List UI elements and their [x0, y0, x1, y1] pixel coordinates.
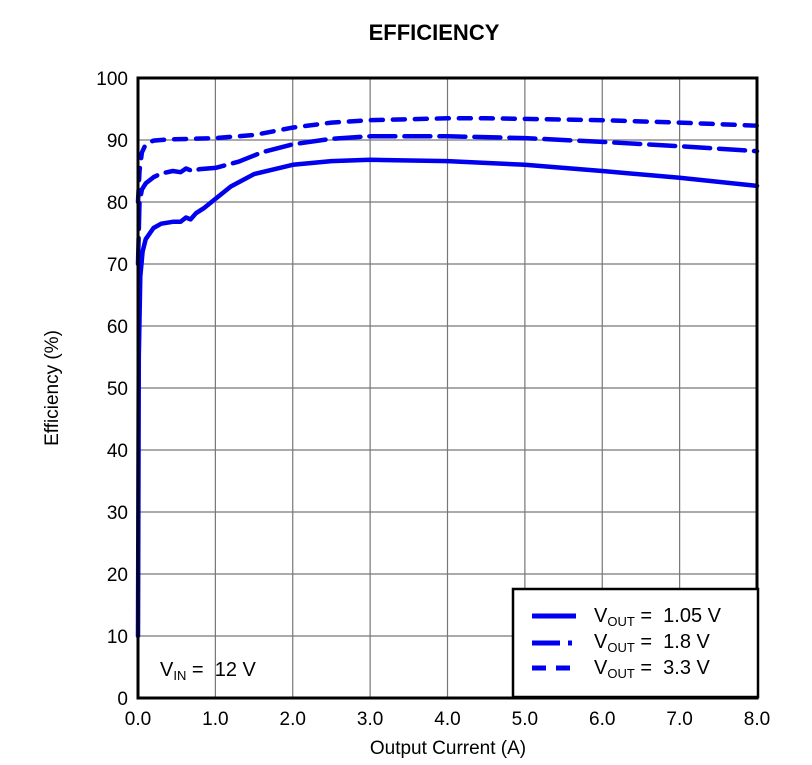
y-tick-label: 0: [117, 689, 128, 710]
legend-label-sub: OUT: [607, 614, 635, 629]
legend-label-sub: OUT: [607, 666, 635, 681]
x-tick-label: 5.0: [512, 709, 538, 730]
legend-label-main: V: [594, 605, 608, 627]
legend-label-rest: = 1.05 V: [635, 605, 722, 627]
legend-item-1.8v: VOUT = 1.8 V: [532, 631, 711, 655]
y-tick-label: 60: [107, 317, 128, 338]
x-tick-label: 6.0: [589, 709, 615, 730]
svg-text:VOUT = 1.8 V: VOUT = 1.8 V: [594, 631, 711, 655]
y-tick-label: 40: [107, 441, 128, 462]
tick-labels: 0.0 1.0 2.0 3.0 4.0 5.0 6.0 7.0 8.0 0 10 20 30 40 50 60…: [96, 69, 770, 730]
legend-item-3.3v: VOUT = 3.3 V: [532, 657, 711, 681]
svg-text:VOUT = 3.3 V: VOUT = 3.3 V: [594, 657, 711, 681]
y-tick-label: 20: [107, 565, 128, 586]
svg-text:VIN = 12 V: VIN = 12 V: [160, 659, 256, 683]
series-line-solid: [135, 157, 760, 639]
legend-label-sub: OUT: [607, 640, 635, 655]
y-axis-label: Efficiency (%): [42, 330, 63, 446]
x-axis-label: Output Current (A): [370, 738, 526, 759]
y-tick-label: 50: [107, 379, 128, 400]
x-tick-label: 0.0: [125, 709, 151, 730]
svg-text:VOUT = 1.05 V: VOUT = 1.05 V: [594, 605, 722, 629]
plot-frame: [136, 76, 759, 700]
vin-annotation: VIN = 12 V: [160, 659, 256, 683]
vin-rest: = 12 V: [186, 659, 256, 681]
x-tick-label: 2.0: [280, 709, 306, 730]
series-line-dashed: [135, 116, 760, 205]
legend-label-rest: = 3.3 V: [635, 657, 711, 679]
y-tick-label: 70: [107, 255, 128, 276]
x-tick-label: 3.0: [357, 709, 383, 730]
series-lines: [135, 116, 760, 639]
x-tick-label: 4.0: [434, 709, 460, 730]
y-tick-label: 30: [107, 503, 128, 524]
legend-label-rest: = 1.8 V: [635, 631, 711, 653]
y-tick-label: 90: [107, 131, 128, 152]
y-tick-label: 100: [96, 69, 128, 90]
chart-title: EFFICIENCY: [369, 20, 500, 45]
legend-item-1.05v: VOUT = 1.05 V: [532, 605, 722, 629]
x-tick-label: 1.0: [202, 709, 228, 730]
x-tick-label: 7.0: [666, 709, 692, 730]
x-tick-label: 8.0: [744, 709, 770, 730]
y-tick-label: 80: [107, 193, 128, 214]
grid: [137, 77, 758, 699]
series-line-dash-dot: [135, 134, 760, 267]
vin-sub: IN: [173, 668, 186, 683]
y-tick-label: 10: [107, 627, 128, 648]
legend-label-main: V: [594, 631, 608, 653]
vin-main: V: [160, 659, 174, 681]
legend: VOUT = 1.05 V VOUT = 1.8 V VOUT = 3.3 V: [511, 587, 760, 699]
legend-label-main: V: [594, 657, 608, 679]
